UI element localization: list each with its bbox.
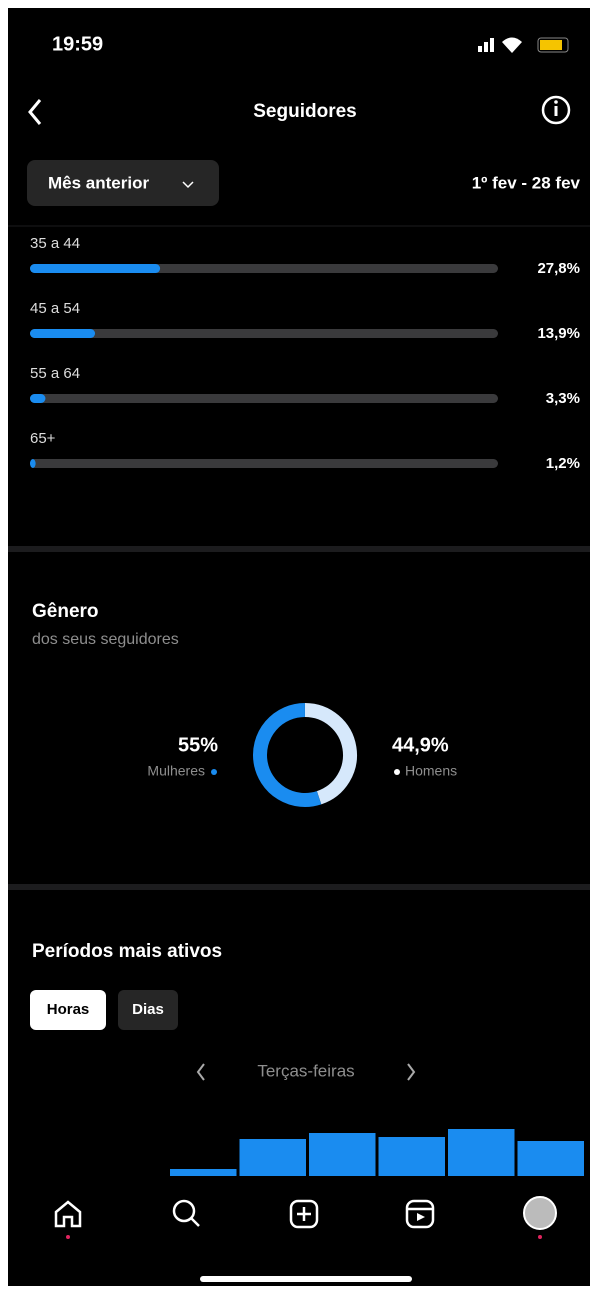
age-label: 55 a 64 bbox=[30, 365, 80, 382]
value-label: 27,8% bbox=[537, 260, 580, 277]
tab-label[interactable]: Dias bbox=[132, 1001, 164, 1018]
background bbox=[8, 8, 590, 1286]
clock: 19:59 bbox=[52, 33, 103, 55]
bar bbox=[30, 459, 36, 468]
bar bbox=[30, 394, 46, 403]
search-icon[interactable] bbox=[172, 1199, 200, 1227]
bar bbox=[170, 1169, 237, 1176]
next-button[interactable] bbox=[407, 1063, 416, 1081]
legend-label: Homens bbox=[405, 763, 457, 779]
value-label: 3,3% bbox=[546, 390, 580, 407]
header-title: Seguidores bbox=[253, 101, 356, 122]
age-label: 65+ bbox=[30, 430, 56, 447]
home-indicator bbox=[200, 1276, 412, 1282]
age-label: 45 a 54 bbox=[30, 300, 80, 317]
nav-label: Terças-feiras bbox=[257, 1061, 354, 1080]
value-label: 44,9% bbox=[392, 734, 449, 756]
donut-segment bbox=[253, 703, 322, 807]
bar bbox=[239, 1139, 306, 1176]
bar bbox=[448, 1129, 515, 1176]
value-label: 13,9% bbox=[537, 325, 580, 342]
bar bbox=[309, 1133, 376, 1176]
legend-dot bbox=[211, 769, 217, 775]
reels-icon[interactable] bbox=[405, 1199, 435, 1229]
date-range: 1º fev - 28 fev bbox=[472, 173, 581, 192]
period-label[interactable]: Mês anterior bbox=[48, 173, 149, 192]
value-label: 1,2% bbox=[546, 455, 580, 472]
chevron bbox=[182, 181, 194, 189]
legend-label: Mulheres bbox=[147, 763, 205, 779]
bar bbox=[517, 1141, 584, 1176]
prev-button[interactable] bbox=[196, 1063, 205, 1081]
bar-track bbox=[30, 394, 498, 403]
bar-track bbox=[30, 459, 498, 468]
legend-dot bbox=[394, 769, 400, 775]
section-divider bbox=[8, 884, 590, 890]
period-button[interactable] bbox=[27, 160, 219, 206]
bar bbox=[30, 264, 161, 273]
info-button[interactable] bbox=[541, 95, 571, 125]
bar-track bbox=[30, 329, 498, 338]
create-icon[interactable] bbox=[289, 1199, 319, 1229]
section-title: Períodos mais ativos bbox=[32, 941, 222, 962]
donut-segment bbox=[304, 703, 357, 805]
age-label: 35 a 44 bbox=[30, 235, 80, 252]
back-button[interactable] bbox=[28, 99, 42, 125]
home-icon[interactable] bbox=[54, 1200, 82, 1228]
tab-active[interactable] bbox=[30, 990, 106, 1030]
bar bbox=[378, 1137, 445, 1176]
profile-avatar[interactable] bbox=[523, 1196, 557, 1230]
section-divider bbox=[8, 546, 590, 552]
tab-bar bbox=[8, 1176, 590, 1286]
tab-label[interactable]: Horas bbox=[47, 1001, 90, 1018]
bar bbox=[30, 329, 96, 338]
tab[interactable] bbox=[118, 990, 178, 1030]
section-title: Gênero bbox=[32, 601, 99, 622]
value-label: 55% bbox=[178, 734, 218, 756]
status-icons bbox=[478, 37, 569, 53]
section-subtitle: dos seus seguidores bbox=[32, 631, 179, 648]
